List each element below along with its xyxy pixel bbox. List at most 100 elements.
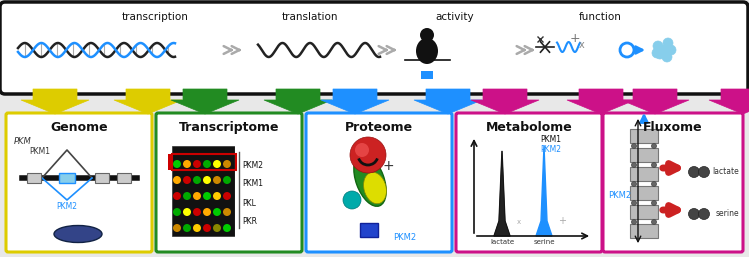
Bar xyxy=(59,173,75,183)
Text: +: + xyxy=(570,32,580,45)
Circle shape xyxy=(655,49,665,59)
Text: lactate: lactate xyxy=(490,239,514,245)
Bar xyxy=(27,173,41,183)
Text: function: function xyxy=(578,12,622,22)
Circle shape xyxy=(652,48,662,58)
Circle shape xyxy=(223,208,231,216)
Text: transcription: transcription xyxy=(121,12,189,22)
Circle shape xyxy=(652,143,657,149)
Circle shape xyxy=(652,219,657,225)
Circle shape xyxy=(193,208,201,216)
Circle shape xyxy=(193,160,201,168)
Circle shape xyxy=(193,224,201,232)
Circle shape xyxy=(652,162,657,168)
Circle shape xyxy=(631,143,637,149)
Ellipse shape xyxy=(54,225,102,243)
Polygon shape xyxy=(321,89,389,114)
Circle shape xyxy=(173,224,181,232)
Bar xyxy=(630,167,658,181)
Circle shape xyxy=(659,45,669,55)
Circle shape xyxy=(183,160,191,168)
Circle shape xyxy=(699,167,709,178)
FancyArrowPatch shape xyxy=(635,47,642,53)
Bar xyxy=(360,223,378,237)
Circle shape xyxy=(699,208,709,219)
Circle shape xyxy=(223,192,231,200)
Circle shape xyxy=(203,224,211,232)
Circle shape xyxy=(653,41,663,51)
Circle shape xyxy=(223,176,231,184)
Text: lactate: lactate xyxy=(712,168,739,177)
Circle shape xyxy=(213,160,221,168)
FancyArrowPatch shape xyxy=(224,46,231,54)
Ellipse shape xyxy=(354,154,386,206)
Circle shape xyxy=(203,208,211,216)
Text: serine: serine xyxy=(533,239,555,245)
FancyArrowPatch shape xyxy=(386,46,395,54)
FancyBboxPatch shape xyxy=(456,113,602,252)
Circle shape xyxy=(350,137,386,173)
Bar xyxy=(172,146,236,236)
Polygon shape xyxy=(536,146,552,236)
Circle shape xyxy=(355,143,369,157)
Text: x: x xyxy=(517,219,521,225)
Circle shape xyxy=(223,224,231,232)
Circle shape xyxy=(193,176,201,184)
Polygon shape xyxy=(494,151,510,236)
Circle shape xyxy=(666,45,676,55)
Text: PKM2: PKM2 xyxy=(608,190,631,199)
Polygon shape xyxy=(114,89,182,114)
Circle shape xyxy=(662,52,672,62)
Circle shape xyxy=(193,192,201,200)
Circle shape xyxy=(631,200,637,206)
Text: Genome: Genome xyxy=(50,121,108,134)
Text: PKM1: PKM1 xyxy=(29,147,50,156)
Polygon shape xyxy=(171,89,239,114)
Bar xyxy=(630,129,658,143)
Text: +: + xyxy=(382,159,394,173)
FancyArrowPatch shape xyxy=(524,46,533,54)
Polygon shape xyxy=(264,89,332,114)
FancyBboxPatch shape xyxy=(6,113,152,252)
Polygon shape xyxy=(471,89,539,114)
Text: Transcriptome: Transcriptome xyxy=(179,121,279,134)
Ellipse shape xyxy=(416,38,438,64)
Text: PKM1: PKM1 xyxy=(242,179,263,188)
Circle shape xyxy=(631,181,637,187)
Polygon shape xyxy=(21,89,89,114)
Circle shape xyxy=(173,160,181,168)
Text: PKL: PKL xyxy=(242,198,256,207)
Circle shape xyxy=(203,176,211,184)
Bar xyxy=(172,154,236,170)
Circle shape xyxy=(213,192,221,200)
FancyArrowPatch shape xyxy=(517,46,524,54)
Polygon shape xyxy=(414,89,482,114)
Text: PKM2: PKM2 xyxy=(393,234,416,243)
Circle shape xyxy=(688,208,700,219)
FancyBboxPatch shape xyxy=(306,113,452,252)
Circle shape xyxy=(213,208,221,216)
Text: activity: activity xyxy=(436,12,474,22)
Text: PKM: PKM xyxy=(14,137,31,146)
Bar xyxy=(95,173,109,183)
Polygon shape xyxy=(567,89,635,114)
Circle shape xyxy=(652,181,657,187)
Circle shape xyxy=(631,162,637,168)
Circle shape xyxy=(343,191,361,209)
Bar xyxy=(630,224,658,238)
Circle shape xyxy=(688,167,700,178)
FancyArrowPatch shape xyxy=(379,46,386,54)
FancyArrowPatch shape xyxy=(663,206,677,214)
Circle shape xyxy=(173,176,181,184)
Circle shape xyxy=(183,176,191,184)
Text: Fluxome: Fluxome xyxy=(643,121,703,134)
Circle shape xyxy=(420,28,434,42)
Bar xyxy=(630,148,658,162)
Circle shape xyxy=(203,192,211,200)
Text: PKM2: PKM2 xyxy=(242,161,263,170)
Text: PKM1: PKM1 xyxy=(540,135,561,144)
Text: x: x xyxy=(579,40,585,50)
Circle shape xyxy=(663,38,673,48)
Circle shape xyxy=(183,192,191,200)
Bar xyxy=(421,71,433,79)
